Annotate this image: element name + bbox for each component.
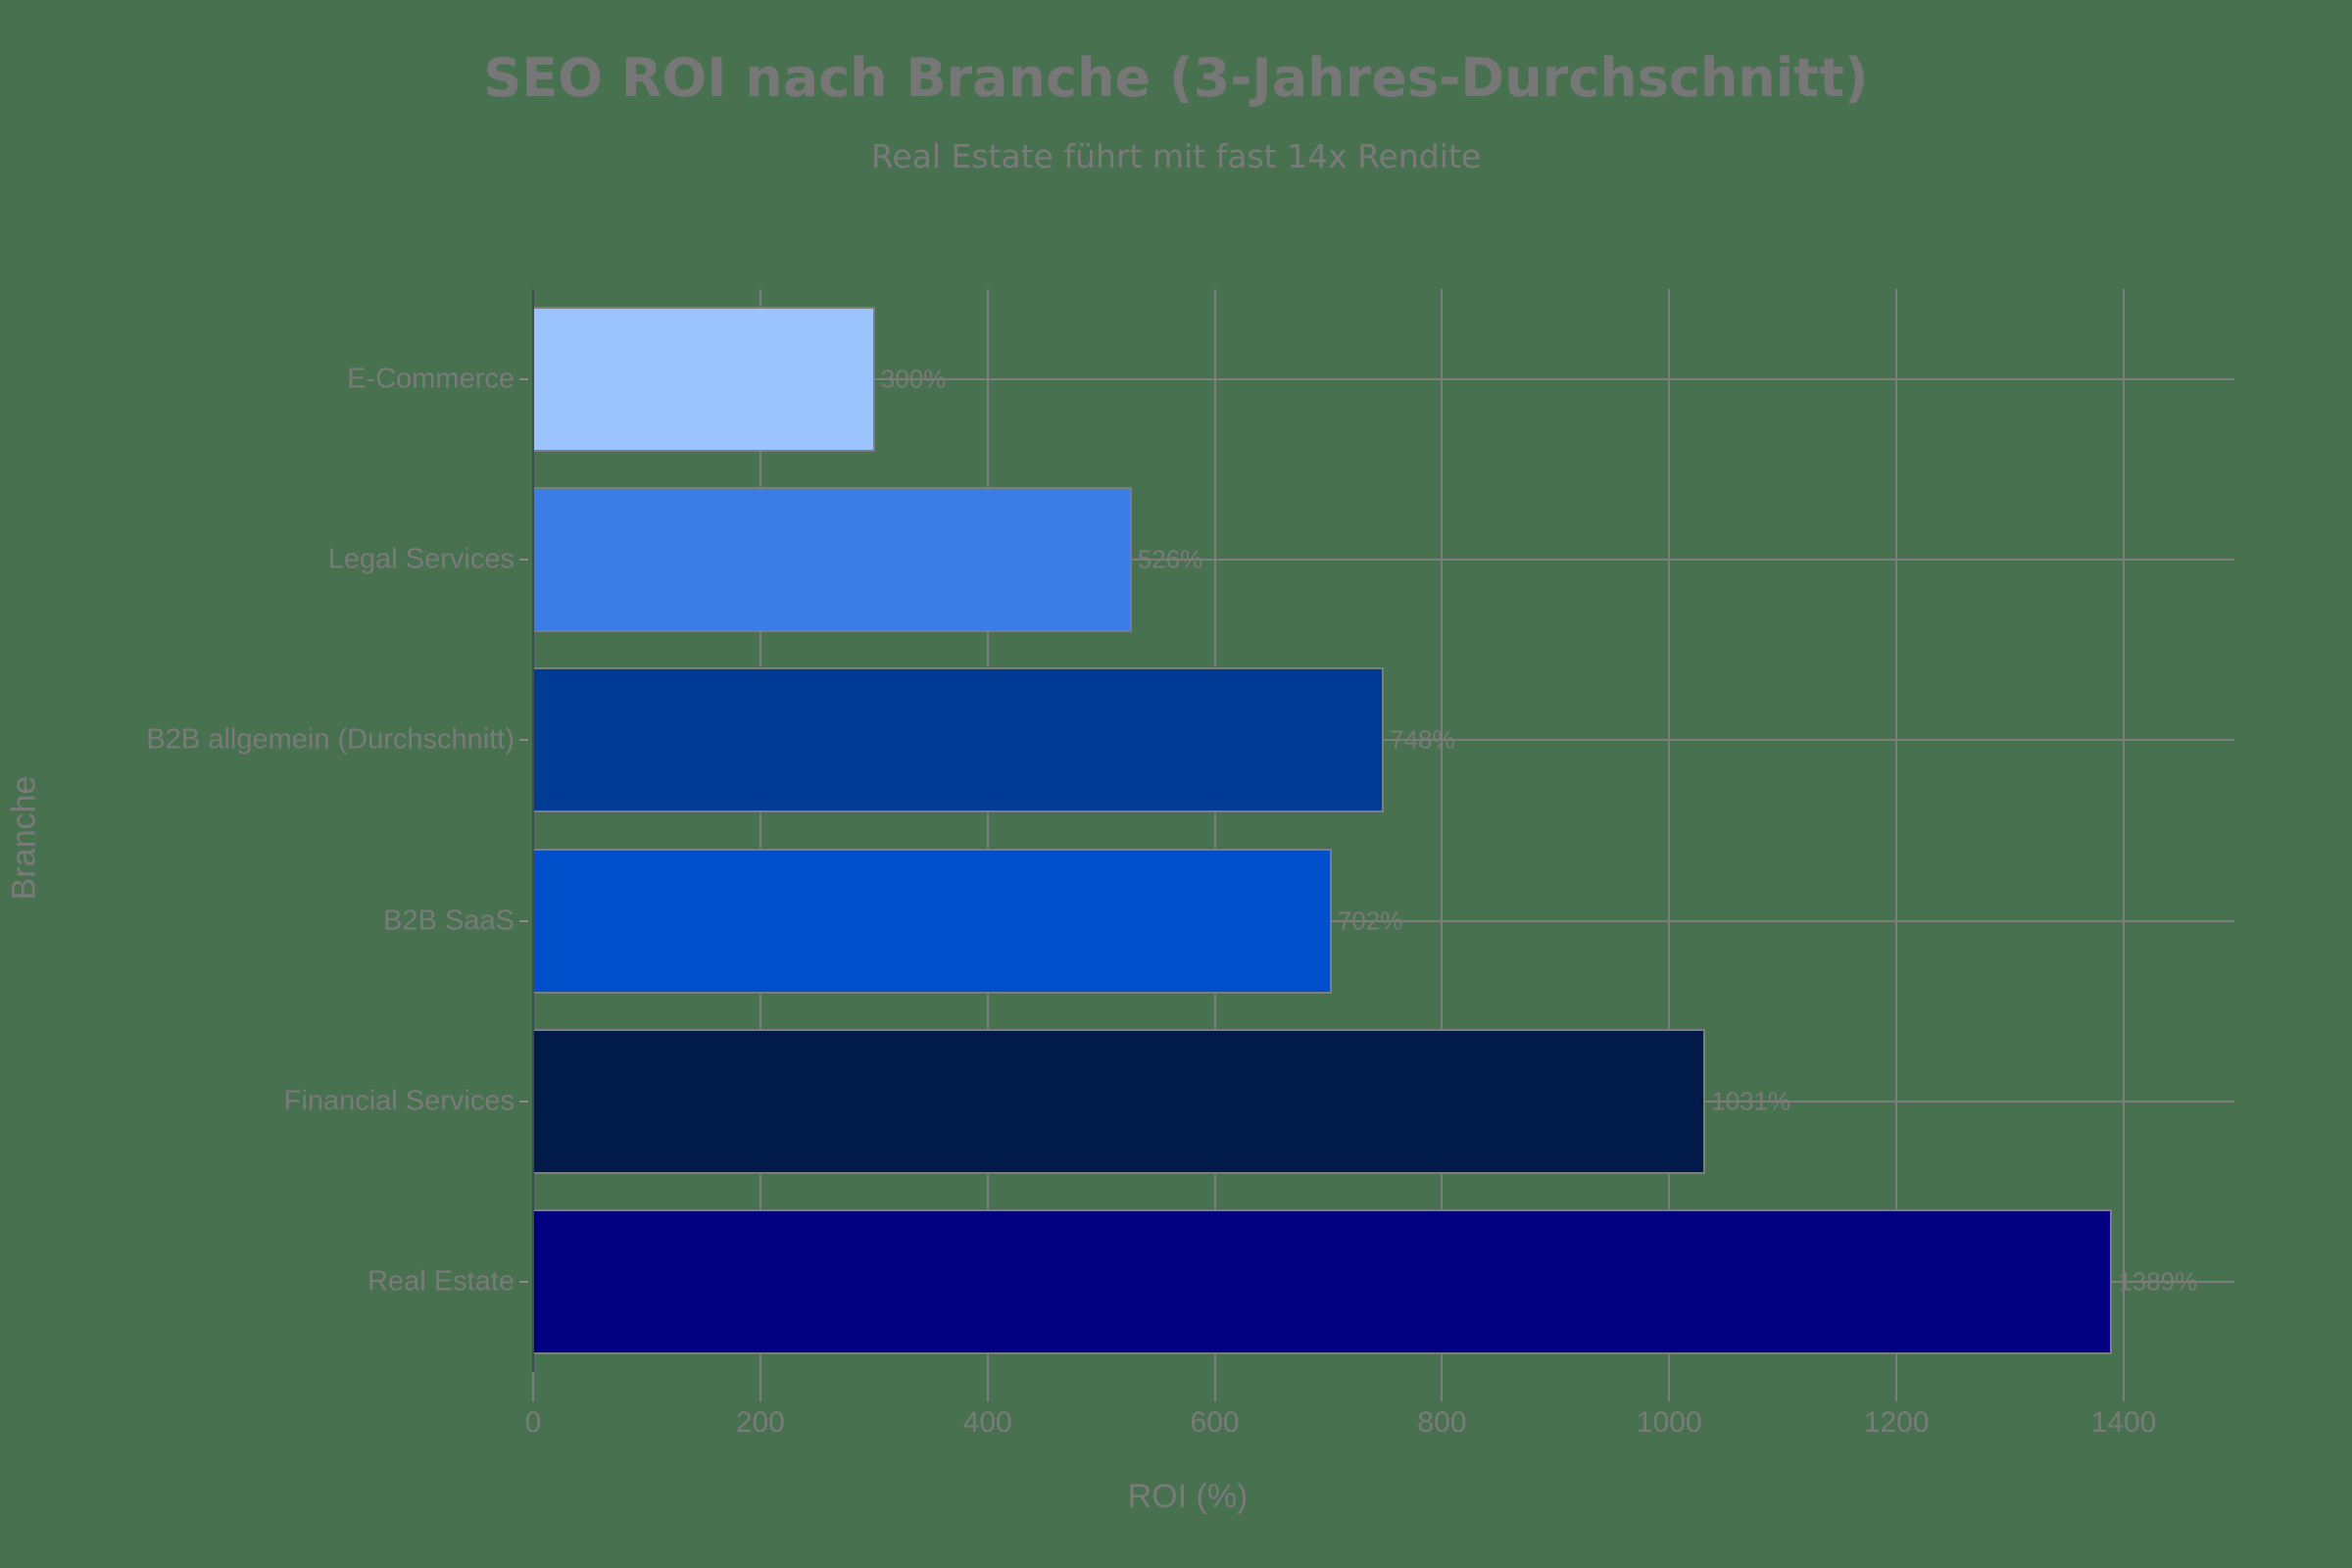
bar-real-estate: [534, 1208, 2113, 1354]
y-tick-label: Financial Services: [283, 1085, 514, 1117]
bar-e-commerce: [534, 307, 875, 453]
bar-value-label: 526%: [1137, 544, 1203, 574]
y-tick-label: Legal Services: [327, 543, 514, 575]
y-gridline: [532, 919, 2234, 922]
x-tick: [532, 1372, 534, 1401]
x-tick: [2123, 1372, 2125, 1401]
x-tick-label: 0: [524, 1406, 542, 1439]
x-tick: [986, 1372, 989, 1401]
y-tick-label: B2B SaaS: [383, 905, 514, 937]
bar-b2b-saas: [534, 848, 1332, 994]
x-gridline: [2123, 289, 2125, 1372]
y-gridline: [532, 559, 2234, 562]
bar-value-label: 702%: [1337, 906, 1403, 936]
x-gridline: [1213, 289, 1216, 1372]
plot-area: 0 200 400 600 800 1000 1200 1400 300% E-Commerce 5…: [146, 289, 2234, 1439]
x-axis-title: ROI (%): [1127, 1478, 1249, 1515]
y-tick-label: E-Commerce: [347, 363, 514, 395]
bar-b2b-allgemein-durchschnitt: [534, 667, 1385, 813]
y-tick-label: B2B allgemein (Durchschnitt): [146, 723, 514, 756]
y-gridline: [532, 378, 2234, 381]
x-tick: [1213, 1372, 1216, 1401]
x-tick-label: 1000: [1636, 1406, 1702, 1439]
x-tick: [1668, 1372, 1671, 1401]
bar-value-label: 1031%: [1711, 1086, 1791, 1116]
y-tick: [519, 739, 528, 742]
y-axis-title: Branche: [5, 775, 43, 901]
x-tick-label: 200: [735, 1406, 785, 1439]
y-axis-line: [532, 289, 534, 1372]
bar-value-label: 300%: [880, 364, 947, 394]
bar-value-label: 748%: [1390, 724, 1455, 755]
x-gridline: [1668, 289, 1671, 1372]
bar-value-label: 1389%: [2118, 1266, 2198, 1297]
chart-title: SEO ROI nach Branche (3-Jahres-Durchschn…: [483, 47, 1869, 109]
x-tick-label: 1400: [2090, 1406, 2157, 1439]
y-tick: [519, 1280, 528, 1283]
x-tick-label: 1200: [1863, 1406, 1930, 1439]
x-gridline: [986, 289, 989, 1372]
y-tick: [519, 378, 528, 381]
chart-subtitle: Real Estate führt mit fast 14x Rendite: [870, 137, 1482, 175]
bar-financial-services: [534, 1028, 1706, 1174]
x-tick: [759, 1372, 761, 1401]
y-tick: [519, 919, 528, 922]
x-gridline: [1441, 289, 1444, 1372]
x-tick-label: 400: [962, 1406, 1012, 1439]
y-tick: [519, 1100, 528, 1102]
bar-legal-services: [534, 487, 1132, 633]
x-gridline: [759, 289, 761, 1372]
x-tick-label: 600: [1190, 1406, 1240, 1439]
x-tick: [1441, 1372, 1444, 1401]
y-tick-label: Real Estate: [368, 1265, 514, 1298]
x-tick-label: 800: [1417, 1406, 1467, 1439]
y-tick: [519, 559, 528, 562]
x-gridline: [1895, 289, 1898, 1372]
x-tick: [1895, 1372, 1898, 1401]
